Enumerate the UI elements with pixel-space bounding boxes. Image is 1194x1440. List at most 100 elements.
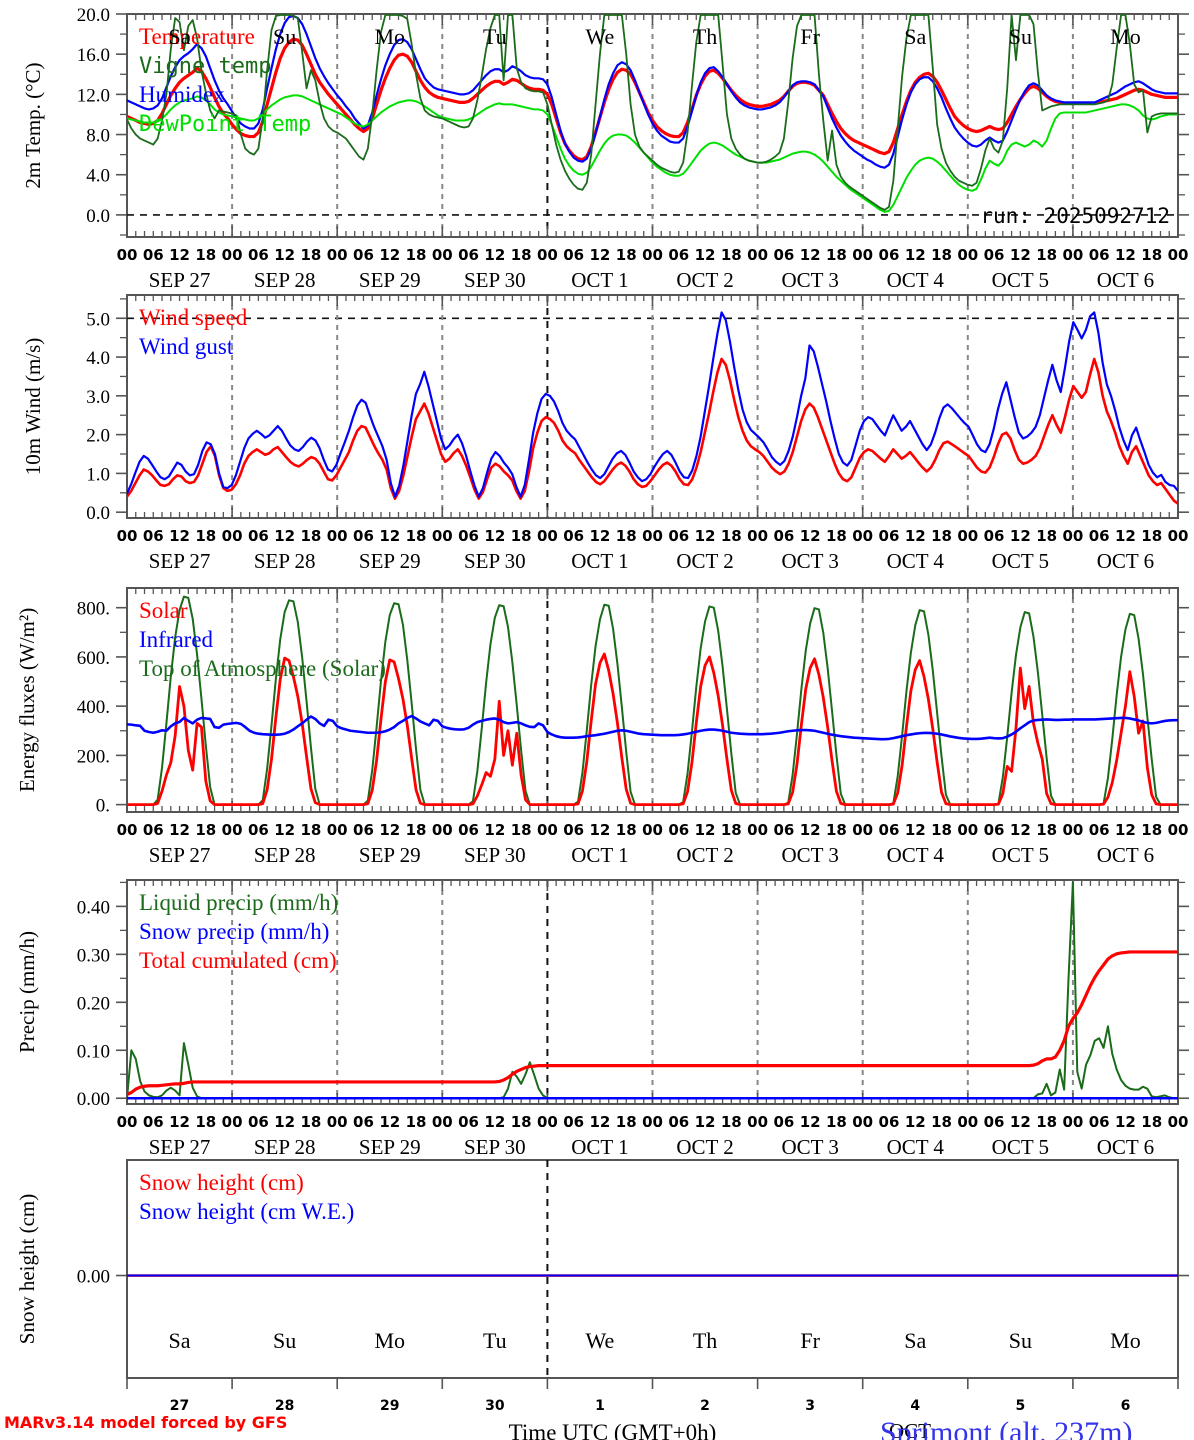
series-infrared (127, 714, 1178, 741)
hour-tick-label: 00 (957, 821, 978, 839)
bottom-day-name-th: Th (693, 1328, 717, 1353)
date-label: OCT 5 (992, 1135, 1049, 1159)
panel-snow: 0.00 Snow height (cm) Snow height (cm) Snow… (15, 1159, 1189, 1379)
hour-tick-label: 18 (931, 527, 952, 545)
date-label: OCT 3 (781, 1135, 838, 1159)
day-marker-su: Su (1009, 24, 1032, 49)
hour-tick-label: 00 (1168, 821, 1189, 839)
hour-tick-label: 00 (642, 821, 663, 839)
series-vigne-temp (127, 14, 1178, 211)
bottom-day-name-tu: Tu (483, 1328, 507, 1353)
oct-overlap-label: OCT (889, 1419, 931, 1440)
hour-tick-label: 12 (1115, 1113, 1136, 1131)
hour-tick-label: 06 (248, 246, 269, 264)
hour-tick-label: 06 (668, 246, 689, 264)
hour-tick-label: 12 (1115, 246, 1136, 264)
legend-item-total-cumulated-cm: Total cumulated (cm) (139, 948, 337, 973)
hour-tick-label: 06 (984, 246, 1005, 264)
hour-tick-label: 06 (353, 246, 374, 264)
hour-tick-label: 06 (563, 527, 584, 545)
y-tick-label: 400. (77, 697, 110, 718)
hour-tick-label: 18 (1036, 1113, 1057, 1131)
hour-tick-label: 12 (695, 1113, 716, 1131)
hour-tick-label: 06 (248, 1113, 269, 1131)
hour-tick-label: 18 (616, 527, 637, 545)
hour-tick-label: 12 (1010, 527, 1031, 545)
hour-tick-label: 06 (879, 246, 900, 264)
hour-tick-label: 06 (984, 527, 1005, 545)
hour-tick-label: 18 (721, 1113, 742, 1131)
date-label: SEP 30 (464, 1135, 526, 1159)
hour-tick-label: 12 (274, 246, 295, 264)
date-label: OCT 2 (676, 549, 733, 573)
date-label: OCT 1 (571, 268, 628, 292)
y-tick-label: 0. (96, 796, 110, 817)
hour-tick-label: 00 (117, 246, 138, 264)
hour-tick-label: 06 (458, 527, 479, 545)
date-label: SEP 27 (149, 843, 211, 867)
y-tick-label: 3.0 (86, 387, 110, 408)
y-tick-label: 0.20 (77, 993, 110, 1014)
time-axis-label: Time UTC (GMT+0h) (509, 1420, 717, 1440)
hour-tick-label: 18 (721, 527, 742, 545)
legend-item-temperature: Temperature (139, 24, 255, 49)
hour-tick-label: 18 (721, 246, 742, 264)
y-tick-label: 0.30 (77, 945, 110, 966)
date-label: OCT 5 (992, 268, 1049, 292)
date-label: SEP 29 (359, 549, 421, 573)
hour-tick-label: 12 (1115, 527, 1136, 545)
hour-tick-label: 06 (458, 1113, 479, 1131)
panel-temperature: 0.0 4.0 8.0 12.0 16.0 20.0 2m Temp. (°C) Temper… (21, 5, 1189, 292)
hour-tick-label: 06 (353, 527, 374, 545)
hour-tick-label: 06 (668, 821, 689, 839)
y-axis-label-temperature: 2m Temp. (°C) (21, 62, 45, 188)
date-label: SEP 28 (254, 843, 316, 867)
hour-tick-label: 12 (905, 246, 926, 264)
hour-tick-label: 00 (537, 246, 558, 264)
hour-tick-label: 18 (616, 246, 637, 264)
hour-tick-label: 18 (195, 246, 216, 264)
series-wind-gust (127, 311, 1178, 498)
hour-tick-label: 12 (274, 821, 295, 839)
date-label: SEP 28 (254, 549, 316, 573)
hour-tick-label: 18 (931, 246, 952, 264)
hour-tick-label: 00 (327, 527, 348, 545)
hour-tick-label: 18 (195, 821, 216, 839)
day-marker-sa: Sa (169, 24, 191, 49)
date-label: OCT 6 (1097, 549, 1154, 573)
series-wind-speed (127, 357, 1178, 505)
hour-tick-label: 12 (274, 1113, 295, 1131)
hour-tick-label: 18 (826, 1113, 847, 1131)
y-tick-label: 200. (77, 746, 110, 767)
hour-tick-label: 06 (668, 1113, 689, 1131)
y-tick-label: 4.0 (86, 166, 110, 187)
hour-tick-label: 06 (563, 821, 584, 839)
y-tick-label: 4.0 (86, 348, 110, 369)
hour-tick-label: 18 (826, 821, 847, 839)
hour-tick-label: 06 (984, 1113, 1005, 1131)
date-label: OCT 4 (887, 843, 945, 867)
hour-tick-label: 06 (353, 821, 374, 839)
date-label: SEP 29 (359, 1135, 421, 1159)
series-dewpoint-temp (127, 94, 1178, 213)
day-number-label: 4 (910, 1398, 920, 1414)
hour-tick-label: 00 (852, 1113, 873, 1131)
hour-tick-label: 06 (143, 821, 164, 839)
hour-tick-label: 12 (905, 1113, 926, 1131)
day-number-label: 6 (1121, 1398, 1131, 1414)
hour-tick-label: 18 (511, 1113, 532, 1131)
hour-tick-label: 00 (1168, 1113, 1189, 1131)
day-number-label: 1 (595, 1398, 605, 1414)
date-label: OCT 4 (887, 1135, 945, 1159)
day-marker-we: We (586, 24, 615, 49)
hour-tick-label: 18 (511, 246, 532, 264)
hour-tick-label: 06 (984, 821, 1005, 839)
y-axis-label-energy: Energy fluxes (W/m²) (15, 608, 39, 792)
hour-tick-label: 12 (1115, 821, 1136, 839)
hour-tick-label: 00 (537, 527, 558, 545)
hour-tick-label: 00 (957, 1113, 978, 1131)
y-tick-label: 0.00 (77, 1267, 110, 1288)
hour-tick-label: 12 (695, 527, 716, 545)
hour-tick-label: 06 (458, 246, 479, 264)
